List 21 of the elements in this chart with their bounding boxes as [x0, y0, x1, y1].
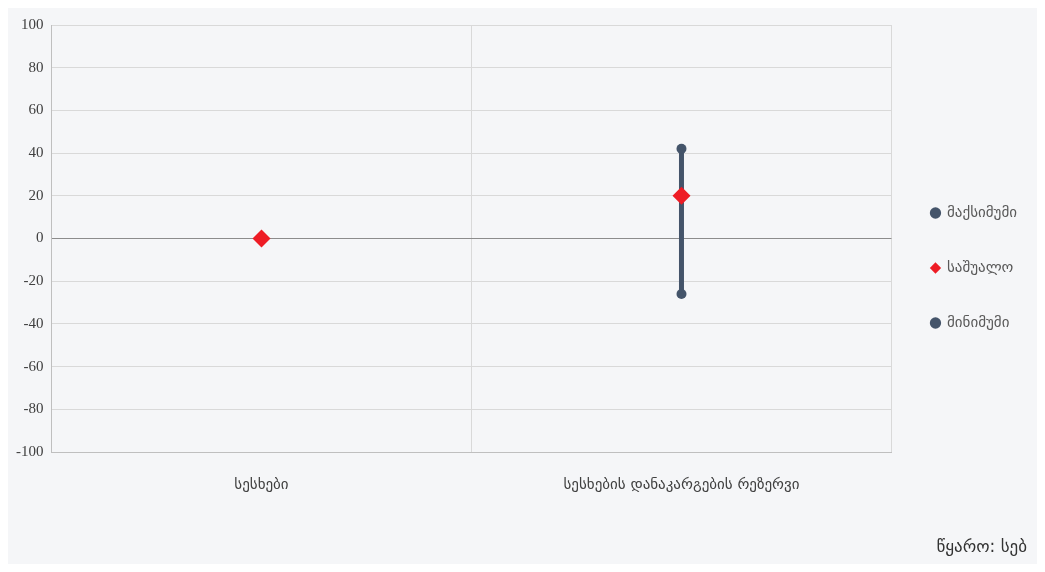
y-tick-label: 80 [28, 58, 44, 75]
y-tick-label: 60 [28, 101, 44, 118]
point [252, 229, 271, 248]
x-tick-label: სესხები [234, 474, 289, 493]
y-tick-label: 20 [28, 186, 44, 203]
y-tick-label: 0 [36, 229, 44, 246]
y-tick-label: 100 [21, 15, 44, 32]
y-tick-label: -80 [23, 400, 44, 417]
legend-label: საშუალო [946, 257, 1014, 276]
x-tick-label: სესხების დანაკარგების რეზერვი [563, 474, 800, 493]
point [676, 143, 687, 154]
legend-label: მინიმუმი [946, 312, 1010, 331]
legend-label: მაქსიმუმი [946, 202, 1018, 221]
y-tick-label: 40 [28, 144, 44, 161]
y-tick-label: -100 [16, 442, 44, 459]
y-tick-label: -20 [23, 272, 44, 289]
point [672, 186, 691, 205]
y-tick-label: -60 [23, 357, 44, 374]
y-tick-label: -40 [23, 314, 44, 331]
point [676, 289, 687, 300]
text: წყარო: სებ [936, 536, 1027, 556]
